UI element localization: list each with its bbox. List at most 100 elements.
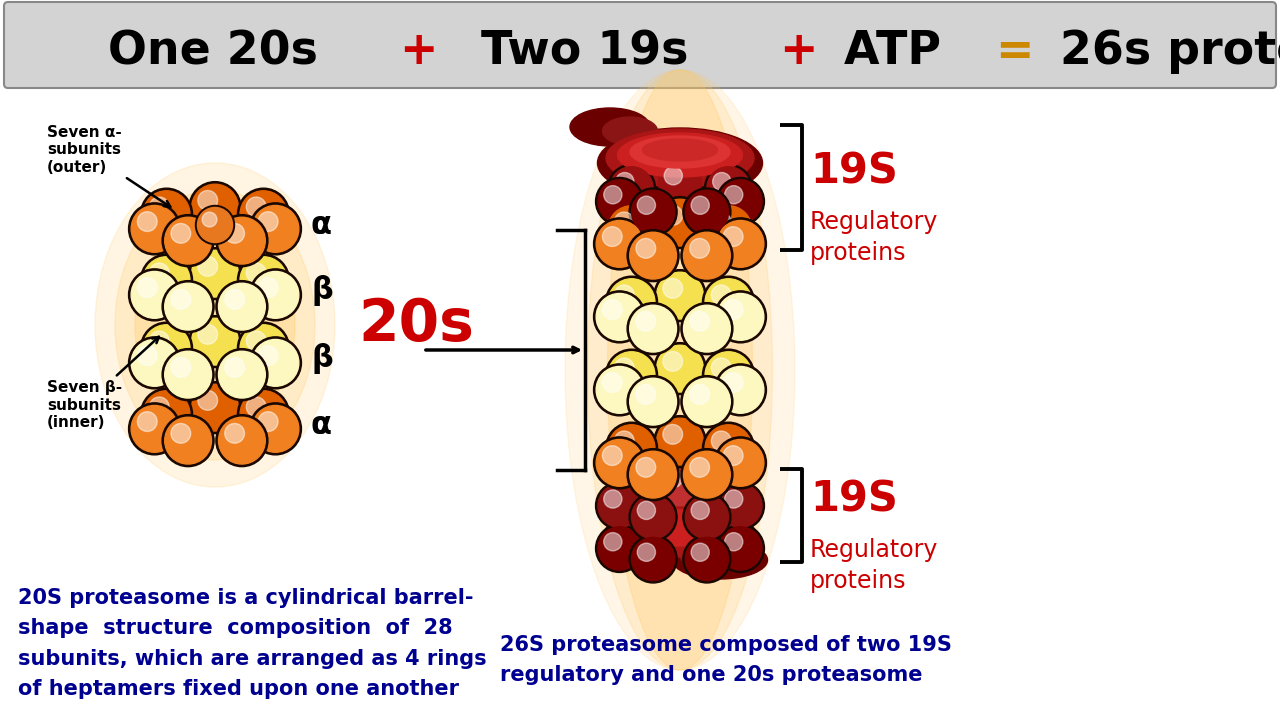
Circle shape bbox=[717, 294, 764, 341]
Circle shape bbox=[684, 535, 731, 583]
Circle shape bbox=[219, 418, 265, 464]
Circle shape bbox=[637, 240, 655, 258]
Circle shape bbox=[631, 495, 675, 539]
Circle shape bbox=[143, 191, 189, 238]
Circle shape bbox=[690, 384, 709, 404]
Text: 20S proteasome is a cylindrical barrel-
shape  structure  composition  of  28
su: 20S proteasome is a cylindrical barrel- … bbox=[18, 588, 486, 699]
Circle shape bbox=[657, 505, 704, 554]
Circle shape bbox=[238, 388, 289, 440]
Circle shape bbox=[605, 422, 658, 474]
Circle shape bbox=[595, 482, 644, 530]
Circle shape bbox=[137, 412, 157, 431]
Circle shape bbox=[259, 346, 278, 366]
Circle shape bbox=[596, 439, 643, 486]
Text: 19S: 19S bbox=[810, 150, 897, 192]
Text: Regulatory
proteins: Regulatory proteins bbox=[810, 210, 938, 265]
Circle shape bbox=[192, 184, 238, 231]
Circle shape bbox=[690, 457, 709, 477]
Circle shape bbox=[141, 322, 192, 374]
Circle shape bbox=[594, 291, 645, 343]
Circle shape bbox=[241, 191, 287, 238]
Circle shape bbox=[594, 218, 645, 270]
Circle shape bbox=[714, 218, 767, 270]
Text: α: α bbox=[311, 410, 332, 439]
Circle shape bbox=[596, 294, 643, 341]
Circle shape bbox=[141, 388, 192, 440]
Circle shape bbox=[128, 269, 180, 321]
Circle shape bbox=[225, 358, 244, 377]
Text: Regulatory
proteins: Regulatory proteins bbox=[810, 538, 938, 593]
Ellipse shape bbox=[672, 541, 768, 579]
Circle shape bbox=[685, 190, 728, 233]
Circle shape bbox=[596, 220, 643, 267]
Circle shape bbox=[225, 223, 244, 243]
Circle shape bbox=[163, 415, 214, 467]
Circle shape bbox=[630, 305, 677, 352]
Circle shape bbox=[616, 173, 634, 191]
Circle shape bbox=[608, 511, 655, 559]
Circle shape bbox=[658, 464, 701, 507]
Circle shape bbox=[713, 173, 731, 191]
Circle shape bbox=[717, 482, 764, 530]
Circle shape bbox=[605, 276, 658, 328]
Circle shape bbox=[604, 229, 622, 247]
Text: ATP: ATP bbox=[828, 30, 957, 74]
Circle shape bbox=[690, 312, 709, 331]
Circle shape bbox=[165, 418, 211, 464]
Circle shape bbox=[691, 240, 709, 258]
Circle shape bbox=[631, 235, 675, 278]
Circle shape bbox=[192, 384, 238, 431]
Circle shape bbox=[657, 462, 704, 509]
Circle shape bbox=[654, 269, 707, 322]
Circle shape bbox=[252, 205, 298, 252]
Circle shape bbox=[241, 391, 287, 438]
Circle shape bbox=[611, 514, 653, 557]
Circle shape bbox=[189, 181, 241, 233]
Circle shape bbox=[714, 364, 767, 416]
Text: Seven β-
subunits
(inner): Seven β- subunits (inner) bbox=[47, 337, 159, 430]
Circle shape bbox=[719, 223, 762, 266]
Circle shape bbox=[690, 238, 709, 258]
Circle shape bbox=[658, 508, 701, 551]
Circle shape bbox=[664, 208, 682, 227]
Circle shape bbox=[630, 233, 677, 279]
Circle shape bbox=[691, 501, 709, 520]
Circle shape bbox=[713, 476, 731, 494]
Ellipse shape bbox=[598, 128, 763, 198]
Circle shape bbox=[241, 325, 287, 372]
Circle shape bbox=[250, 203, 302, 255]
Circle shape bbox=[604, 490, 622, 508]
Circle shape bbox=[595, 221, 644, 269]
Circle shape bbox=[714, 291, 767, 343]
Circle shape bbox=[594, 437, 645, 489]
Circle shape bbox=[717, 177, 764, 225]
Circle shape bbox=[598, 527, 641, 570]
Circle shape bbox=[608, 206, 655, 253]
Circle shape bbox=[614, 285, 634, 305]
Circle shape bbox=[172, 223, 191, 243]
Circle shape bbox=[594, 364, 645, 416]
Circle shape bbox=[663, 279, 682, 298]
Circle shape bbox=[131, 271, 178, 318]
Circle shape bbox=[605, 349, 658, 401]
Ellipse shape bbox=[680, 542, 750, 570]
Text: β: β bbox=[311, 343, 333, 374]
Circle shape bbox=[614, 431, 634, 451]
Ellipse shape bbox=[588, 70, 773, 670]
Circle shape bbox=[637, 501, 655, 520]
Circle shape bbox=[627, 449, 680, 500]
Circle shape bbox=[172, 423, 191, 444]
Circle shape bbox=[150, 331, 169, 351]
Circle shape bbox=[636, 457, 655, 477]
Circle shape bbox=[252, 405, 298, 452]
Circle shape bbox=[238, 322, 289, 374]
Circle shape bbox=[704, 207, 753, 255]
FancyBboxPatch shape bbox=[4, 2, 1276, 88]
Circle shape bbox=[603, 300, 622, 320]
Circle shape bbox=[654, 343, 707, 395]
Circle shape bbox=[259, 212, 278, 231]
Circle shape bbox=[663, 205, 682, 225]
Circle shape bbox=[216, 215, 268, 266]
Circle shape bbox=[246, 197, 266, 217]
Circle shape bbox=[198, 325, 218, 344]
